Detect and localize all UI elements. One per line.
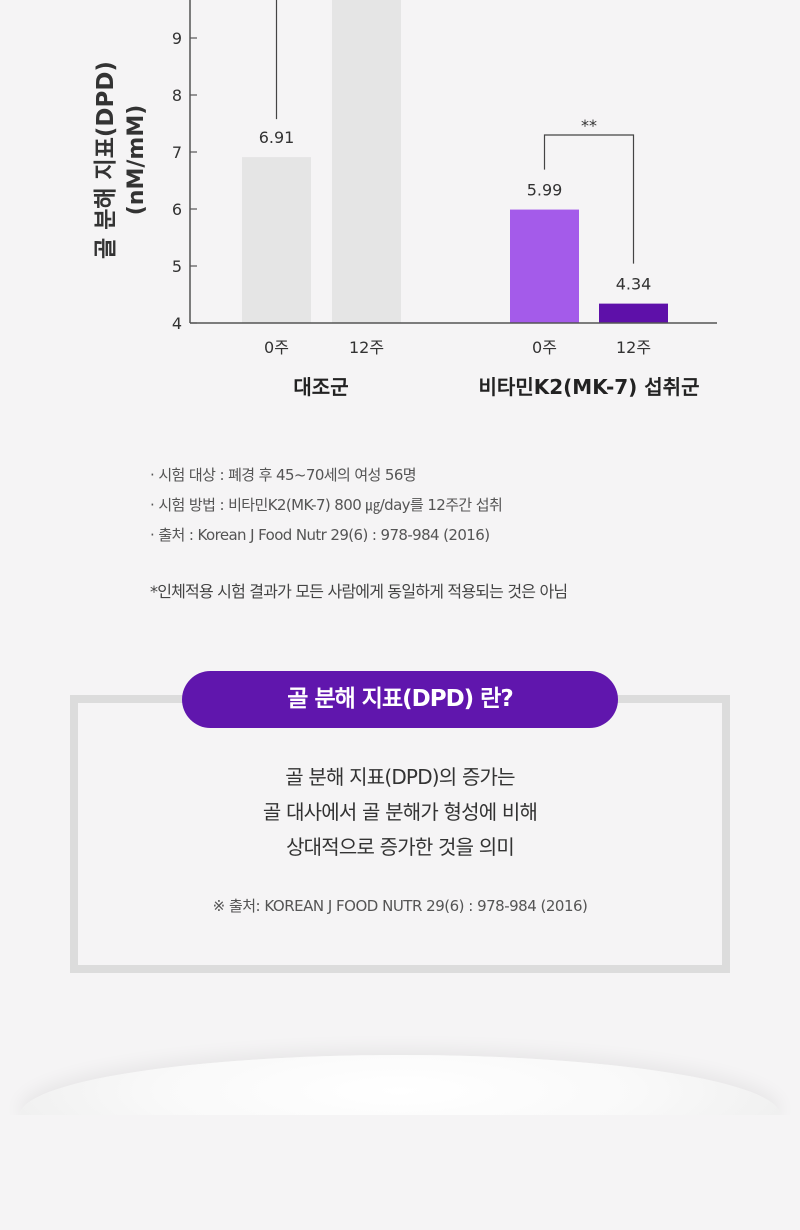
info-box xyxy=(70,695,730,973)
bar xyxy=(242,157,311,323)
data-label: 4.34 xyxy=(616,275,652,294)
group-label: 대조군 xyxy=(293,375,348,399)
y-tick-label: 5 xyxy=(172,257,182,276)
significance-label: ** xyxy=(581,116,597,135)
data-label: 6.91 xyxy=(259,128,295,147)
y-tick-label: 6 xyxy=(172,200,182,219)
bar xyxy=(332,0,401,323)
info-line: 상대적으로 증가한 것을 의미 xyxy=(286,835,515,859)
bar xyxy=(599,303,668,323)
info-title: 골 분해 지표(DPD) 란? xyxy=(182,671,618,728)
info-body: 골 분해 지표(DPD)의 증가는 골 대사에서 골 분해가 형성에 비해 상대… xyxy=(70,760,730,865)
y-tick-label: 7 xyxy=(172,143,182,162)
x-tick-label: 0주 xyxy=(264,338,289,357)
info-source: ※ 출처: KOREAN J FOOD NUTR 29(6) : 978-984… xyxy=(212,897,588,915)
info-line: 골 분해 지표(DPD)의 증가는 xyxy=(285,765,515,789)
y-tick-label: 9 xyxy=(172,29,182,48)
note-source: · 출처 : Korean J Food Nutr 29(6) : 978-98… xyxy=(150,526,490,544)
note-subjects: · 시험 대상 : 폐경 후 45~70세의 여성 56명 xyxy=(150,466,417,484)
note-method: · 시험 방법 : 비타민K2(MK-7) 800 ㎍/day를 12주간 섭취 xyxy=(150,496,503,514)
y-tick-label: 4 xyxy=(172,314,182,333)
disclaimer: *인체적용 시험 결과가 모든 사람에게 동일하게 적용되는 것은 아님 xyxy=(150,582,568,601)
bottom-background xyxy=(0,1115,800,1230)
bar xyxy=(510,209,579,323)
y-axis-label: 골 분해 지표(DPD) xyxy=(93,61,119,259)
x-tick-label: 12주 xyxy=(349,338,384,357)
x-tick-label: 0주 xyxy=(532,338,557,357)
y-tick-label: 8 xyxy=(172,86,182,105)
study-notes: · 시험 대상 : 폐경 후 45~70세의 여성 56명 · 시험 방법 : … xyxy=(150,460,770,550)
significance-bracket xyxy=(543,134,635,264)
y-axis-unit: (nM/mM) xyxy=(124,105,149,216)
x-tick-label: 12주 xyxy=(616,338,651,357)
group-label: 비타민K2(MK-7) 섭취군 xyxy=(479,375,700,399)
info-line: 골 대사에서 골 분해가 형성에 비해 xyxy=(262,800,538,824)
data-label: 5.99 xyxy=(527,181,563,200)
